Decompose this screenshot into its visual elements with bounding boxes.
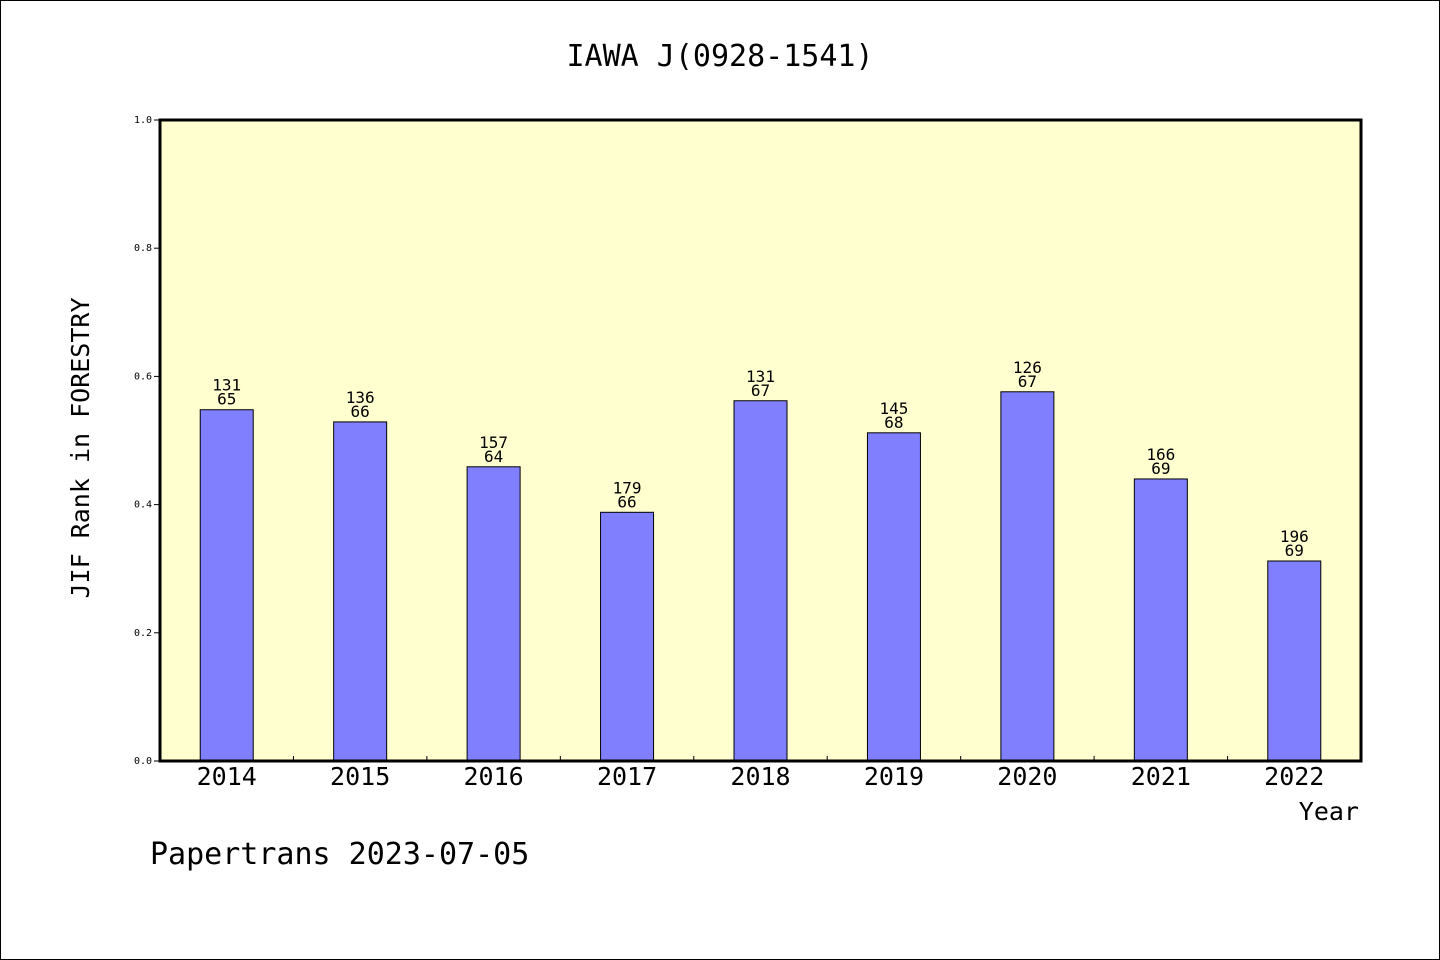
x-tick-label: 2015	[330, 762, 390, 791]
x-axis-label: Year	[1299, 797, 1359, 826]
y-tick-label: 1.0	[134, 115, 152, 126]
y-tick-label: 0.4	[134, 500, 152, 511]
plot-border	[158, 118, 1363, 763]
bar-label-rank: 66	[351, 402, 370, 421]
y-axis: 0.0 0.2 0.4 0.6 0.8 1.0	[134, 115, 160, 767]
bar-label-total: 131	[212, 376, 241, 395]
x-tick-label: 2022	[1264, 762, 1324, 791]
bar-2020	[1000, 391, 1055, 762]
bar-label-total: 196	[1280, 527, 1309, 546]
x-tick-label: 2018	[730, 762, 790, 791]
y-tick-label: 0.8	[134, 243, 152, 254]
x-tick-label: 2021	[1131, 762, 1191, 791]
bar-label-total: 131	[746, 367, 775, 386]
bar-label-rank: 65	[217, 390, 236, 409]
bar-2022	[1267, 560, 1322, 762]
x-tick-label: 2017	[597, 762, 657, 791]
bar-2019	[866, 432, 921, 762]
y-tick-label: 0.6	[134, 371, 152, 382]
y-tick-label: 0.2	[134, 628, 152, 639]
bar-label-total: 179	[613, 478, 642, 497]
bar-label-rank: 68	[884, 413, 903, 432]
footer-text: Papertrans 2023-07-05	[150, 837, 529, 872]
bar-2015	[333, 421, 388, 762]
x-axis: 2014 2015 2016 2017 2018 2019 2020 2021 2022	[197, 756, 1324, 791]
bar-label-rank: 67	[751, 381, 770, 400]
bar-label-rank: 69	[1285, 541, 1304, 560]
bar-label-total: 126	[1013, 358, 1042, 377]
bar-2016	[466, 466, 521, 762]
bar-label-rank: 64	[484, 447, 503, 466]
bar-label-rank: 67	[1018, 372, 1037, 391]
y-tick-label: 0.0	[134, 756, 152, 767]
bar-2017	[600, 511, 655, 762]
bar-label-total: 145	[879, 399, 908, 418]
bar-label-total: 157	[479, 433, 508, 452]
x-tick-label: 2014	[197, 762, 257, 791]
x-tick-label: 2020	[997, 762, 1057, 791]
chart-title: IAWA J(0928-1541)	[566, 39, 873, 74]
bar-label-rank: 69	[1151, 459, 1170, 478]
y-axis-label: JIF Rank in FORESTRY	[66, 297, 95, 598]
bar-2014	[199, 409, 254, 762]
x-tick-label: 2016	[464, 762, 524, 791]
bar-label-total: 136	[346, 388, 375, 407]
bar-2021	[1133, 478, 1188, 762]
bar-label-rank: 66	[617, 492, 636, 511]
x-tick-label: 2019	[864, 762, 924, 791]
bar-2018	[733, 400, 788, 762]
bar-label-total: 166	[1146, 445, 1175, 464]
